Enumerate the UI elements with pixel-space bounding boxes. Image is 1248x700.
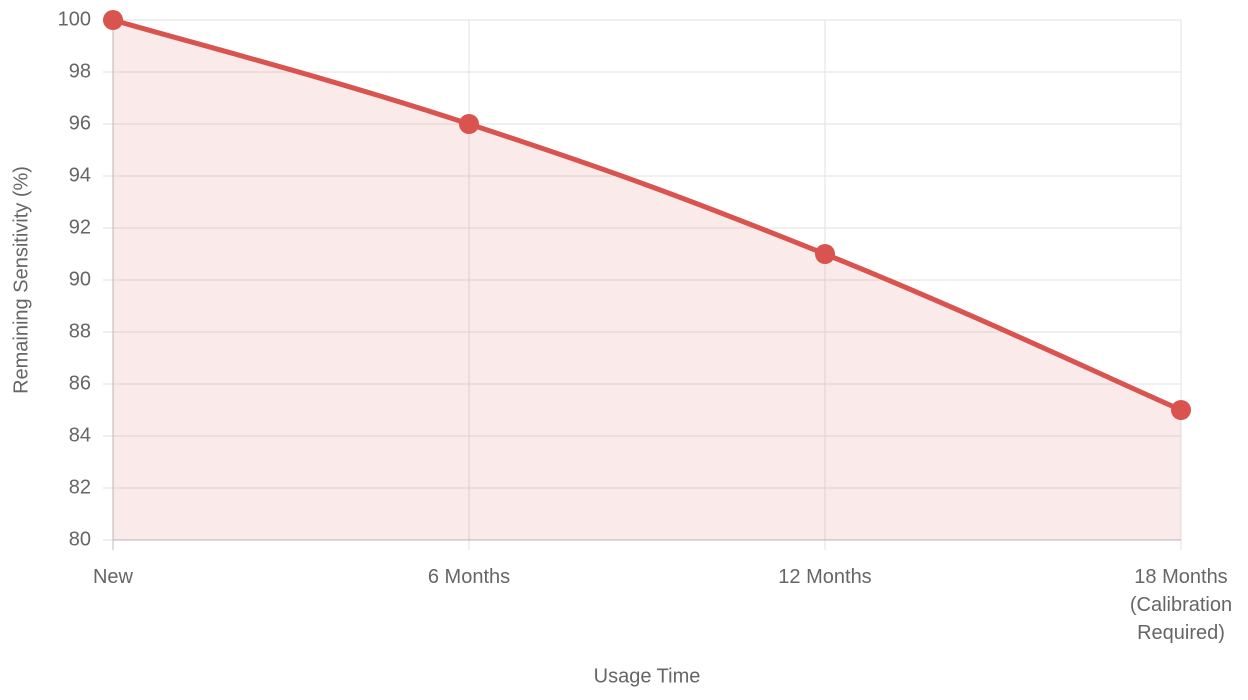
- x-tick-label: New: [92, 566, 133, 588]
- y-tick-label: 92: [69, 216, 91, 238]
- line: [112, 17, 1183, 413]
- x-axis-title: Usage Time: [594, 665, 701, 687]
- point: [103, 10, 123, 30]
- x-tick-label: 18 Months (Calibration Required): [1129, 566, 1233, 644]
- point: [459, 114, 479, 134]
- y-axis-title: Remaining Sensitivity (%): [10, 166, 32, 394]
- y-tick-label: 94: [69, 164, 91, 186]
- x-tick-label: 12 Months: [778, 566, 872, 588]
- y-tick-label: 98: [69, 60, 91, 82]
- y-tick-label: 82: [69, 476, 91, 498]
- y-tick-label: 88: [69, 320, 91, 342]
- point: [1171, 400, 1191, 420]
- y-tick-label: 96: [69, 112, 91, 134]
- x-tick-label: 6 Months: [427, 566, 511, 588]
- point: [815, 244, 835, 264]
- y-tick-label: 84: [69, 424, 91, 446]
- y-tick-label: 80: [69, 528, 91, 550]
- y-tick-label: 90: [69, 268, 91, 290]
- y-tick-label: 86: [69, 372, 91, 394]
- area: [113, 20, 1181, 540]
- y-tick-label: 100: [58, 8, 91, 30]
